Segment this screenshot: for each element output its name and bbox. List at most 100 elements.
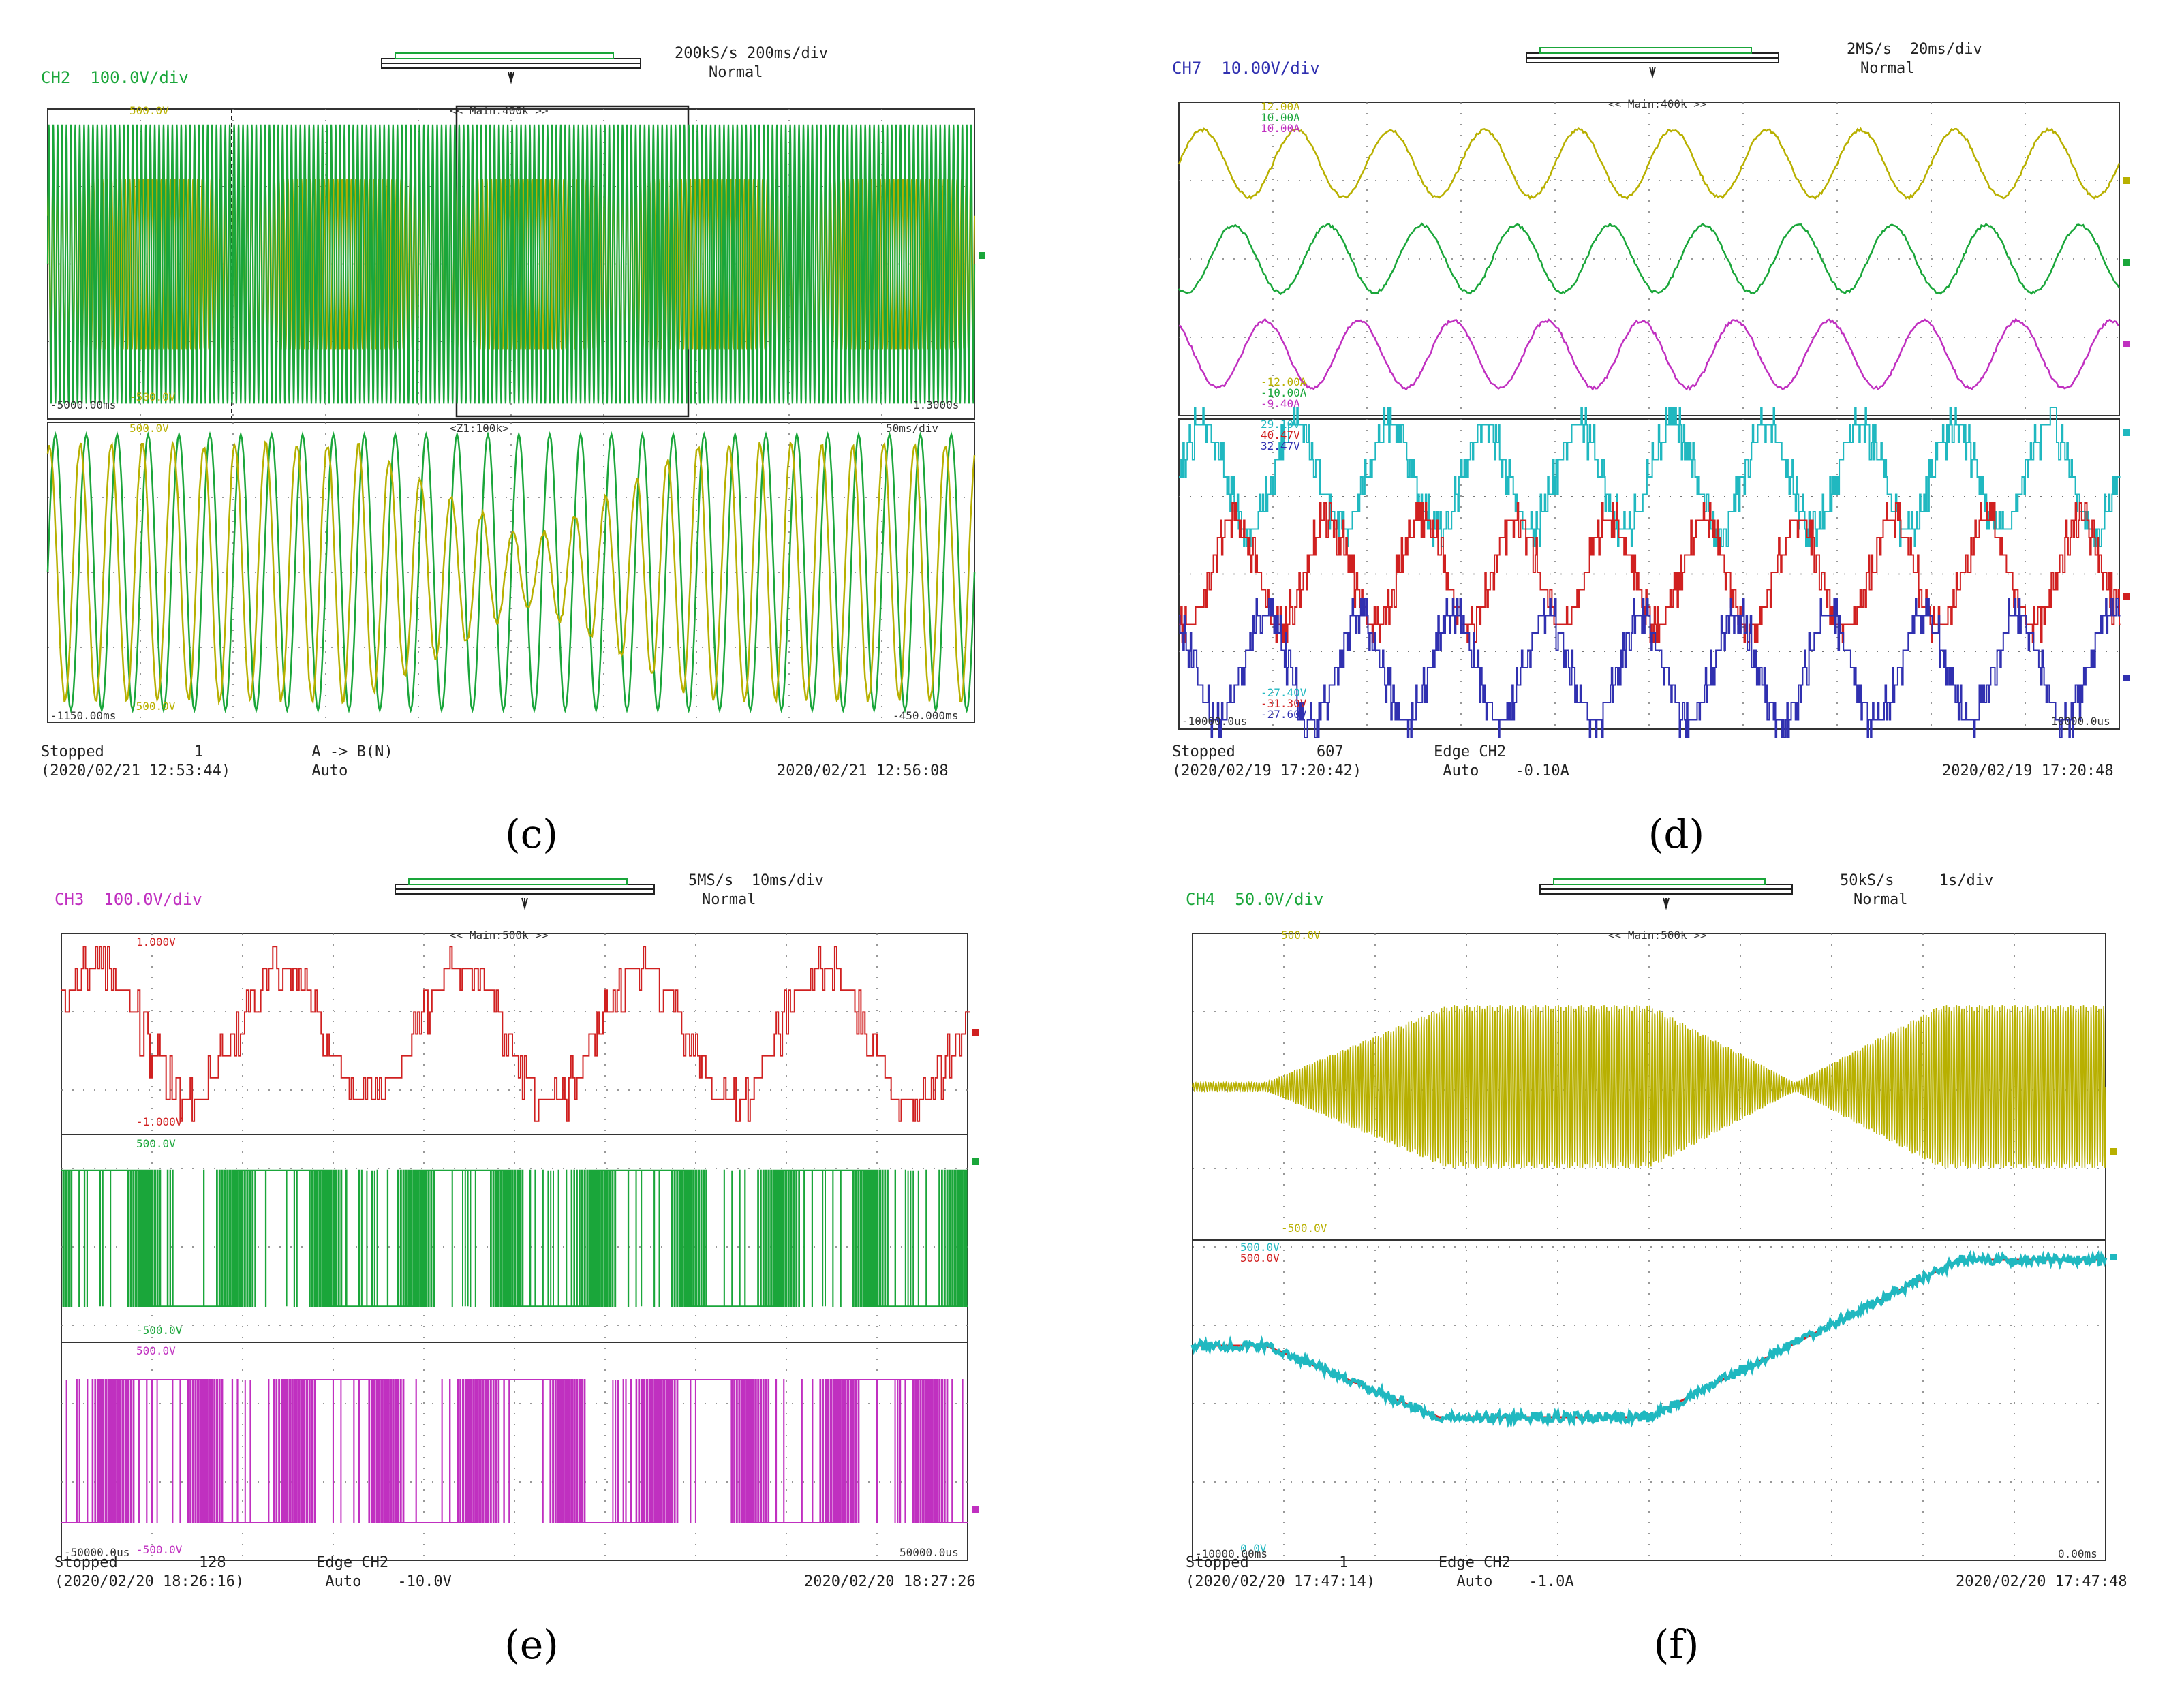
f-readout-bot-c: 0.0V <box>1240 1542 1267 1555</box>
f-channel-marker <box>2110 1254 2117 1260</box>
panel-e-footer-left: Stopped 128 Edge CH2 (2020/02/20 18:26:1… <box>55 1554 452 1590</box>
chart-c: << Main:400k >> -5000.00ms 1.3000s 500.0V -5… <box>46 52 985 723</box>
d-channel-marker <box>2123 675 2130 681</box>
c-marker-bottom-left: -1150.00ms <box>50 709 116 722</box>
panel-c-mode: Normal <box>709 64 763 81</box>
panel-e-rate: 5MS/s 10ms/div <box>688 872 824 889</box>
panel-f-mode: Normal <box>1854 891 1908 908</box>
d-readout-bot-b: -31.30V <box>1261 697 1307 710</box>
e-readout-bot-b: -500.0V <box>136 1543 183 1556</box>
panel-d: CH7 10.00V/div 2MS/s 20ms/div Normal << … <box>1172 41 2140 784</box>
c-series-ch1-zoom <box>46 439 976 706</box>
panel-d-footer-left: Stopped 607 Edge CH2 (2020/02/19 17:20:4… <box>1172 743 1569 779</box>
f-channel-marker <box>2110 1148 2117 1155</box>
d-readout-low-c: 32.47V <box>1261 439 1300 452</box>
d-readout-top-b: 10.00A <box>1261 111 1300 124</box>
e-channel-marker <box>972 1158 979 1165</box>
panel-c-footer-left: Stopped 1 A -> B(N) (2020/02/21 12:53:44… <box>41 743 393 779</box>
c-marker-top-left: -5000.00ms <box>50 399 116 412</box>
e-main-label: << Main:500k >> <box>450 929 549 942</box>
d-readout-mid-c: -9.40A <box>1261 397 1300 410</box>
d-series-vc <box>1179 598 2121 738</box>
panel-d-footer-right: 2020/02/19 17:20:48 <box>1942 762 2114 779</box>
panel-f-channel: CH4 50.0V/div <box>1186 890 1324 909</box>
d-marker-bottom-right: 10000.0us <box>2051 715 2110 728</box>
c-series-ch2-zoom <box>46 431 976 714</box>
c-readout-top-b: -500.0V <box>129 390 176 403</box>
trigger-arrow-icon <box>1649 66 1656 79</box>
d-readout-bot-a: -27.40V <box>1261 686 1307 699</box>
f-readout-bot-a: 500.0V <box>1240 1241 1280 1254</box>
c-marker-bottom-right: -450.000ms <box>893 709 958 722</box>
panel-e-mode: Normal <box>702 891 756 908</box>
c-series-ch2-top <box>46 124 976 404</box>
d-series-ia <box>1178 127 2121 200</box>
d-series-ib <box>1178 222 2121 296</box>
f-marker-bottom-left: -10000.00ms <box>1195 1547 1267 1560</box>
d-series-ic <box>1178 318 2120 391</box>
e-readout-bot-a: 500.0V <box>136 1344 176 1357</box>
c-zoom-label: <Z1:100k> <box>450 422 509 435</box>
d-readout-bot-c: -27.60V <box>1261 708 1307 721</box>
d-main-label: << Main:400k >> <box>1608 97 1707 110</box>
memory-window <box>1539 47 1752 54</box>
panel-f-footer-left: Stopped 1 Edge CH2 (2020/02/20 17:47:14)… <box>1186 1554 1574 1590</box>
e-readout-top-b: -1.000V <box>136 1115 183 1128</box>
c-marker-top-right: 1.3000s <box>913 399 959 412</box>
f-series-speed <box>1190 1250 2108 1429</box>
d-channel-marker <box>2123 177 2130 184</box>
e-series-pwm2 <box>61 1379 968 1523</box>
e-readout-mid-b: -500.0V <box>136 1324 183 1337</box>
panel-e-channel: CH3 100.0V/div <box>55 890 202 909</box>
e-series-modulation <box>61 946 970 1122</box>
f-main-label: << Main:500k >> <box>1608 929 1707 942</box>
d-series-vb <box>1179 502 2121 643</box>
d-readout-top-a: 12.00A <box>1261 100 1300 113</box>
trigger-arrow-icon <box>508 72 514 84</box>
chart-d: << Main:400k >>12.00A10.00A10.00A-12.00A… <box>1178 47 2130 738</box>
chart-e: << Main:500k >> 1.000V -1.000V 500.0V -500.0… <box>61 878 979 1561</box>
caption-c: (c) <box>505 811 558 857</box>
memory-window <box>408 878 628 885</box>
c-channel-marker <box>979 252 985 259</box>
d-channel-marker <box>2123 429 2130 436</box>
f-readout-top-b: -500.0V <box>1281 1222 1327 1235</box>
d-readout-mid-b: -10.00A <box>1261 386 1307 399</box>
panel-c-footer-right: 2020/02/21 12:56:08 <box>777 762 949 779</box>
d-marker-bottom-left: -10000.0us <box>1182 715 1247 728</box>
e-readout-top-a: 1.000V <box>136 935 176 948</box>
c-readout-bot-a: 500.0V <box>129 422 169 435</box>
caption-f: (f) <box>1653 1622 1699 1668</box>
c-zoom-timebase: 50ms/div <box>886 422 938 435</box>
panel-d-rate: 2MS/s 20ms/div <box>1847 41 1982 58</box>
memory-window <box>395 52 614 59</box>
f-series-voltage <box>1192 1005 2106 1168</box>
panel-f: CH4 50.0V/div 50kS/s 1s/div Normal << Ma… <box>1186 872 2140 1594</box>
d-channel-marker <box>2123 341 2130 347</box>
f-readout-bot-b: 500.0V <box>1240 1252 1280 1265</box>
caption-e: (e) <box>504 1622 559 1668</box>
panel-f-rate: 50kS/s 1s/div <box>1840 872 1994 889</box>
panel-c-channel: CH2 100.0V/div <box>41 68 189 87</box>
panel-c: CH2 100.0V/div 200kS/s 200ms/div Normal … <box>41 41 995 784</box>
panel-f-footer-right: 2020/02/20 17:47:48 <box>1956 1573 2127 1590</box>
panel-d-mode: Normal <box>1860 60 1915 77</box>
c-main-label: << Main:400k >> <box>450 104 549 117</box>
caption-d: (d) <box>1648 811 1705 857</box>
e-readout-mid-a: 500.0V <box>136 1137 176 1150</box>
c-readout-top-a: 500.0V <box>129 104 169 117</box>
panel-c-rate: 200kS/s 200ms/div <box>675 45 829 62</box>
f-readout-top-a: 500.0V <box>1281 929 1321 942</box>
memory-window <box>1553 878 1766 885</box>
panel-e: CH3 100.0V/div 5MS/s 10ms/div Normal << … <box>55 872 995 1594</box>
panel-d-channel: CH7 10.00V/div <box>1172 59 1320 78</box>
panel-e-footer-right: 2020/02/20 18:27:26 <box>804 1573 976 1590</box>
e-series-pwm1 <box>61 1169 968 1307</box>
c-readout-bot-b: -500.0V <box>129 700 176 713</box>
e-channel-marker <box>972 1029 979 1036</box>
trigger-arrow-icon <box>521 897 528 910</box>
d-readout-low-a: 29.10V <box>1261 418 1300 431</box>
d-channel-marker <box>2123 259 2130 266</box>
e-marker-bottom-right: 50000.0us <box>899 1546 959 1559</box>
e-marker-bottom-left: -50000.0us <box>64 1546 129 1559</box>
